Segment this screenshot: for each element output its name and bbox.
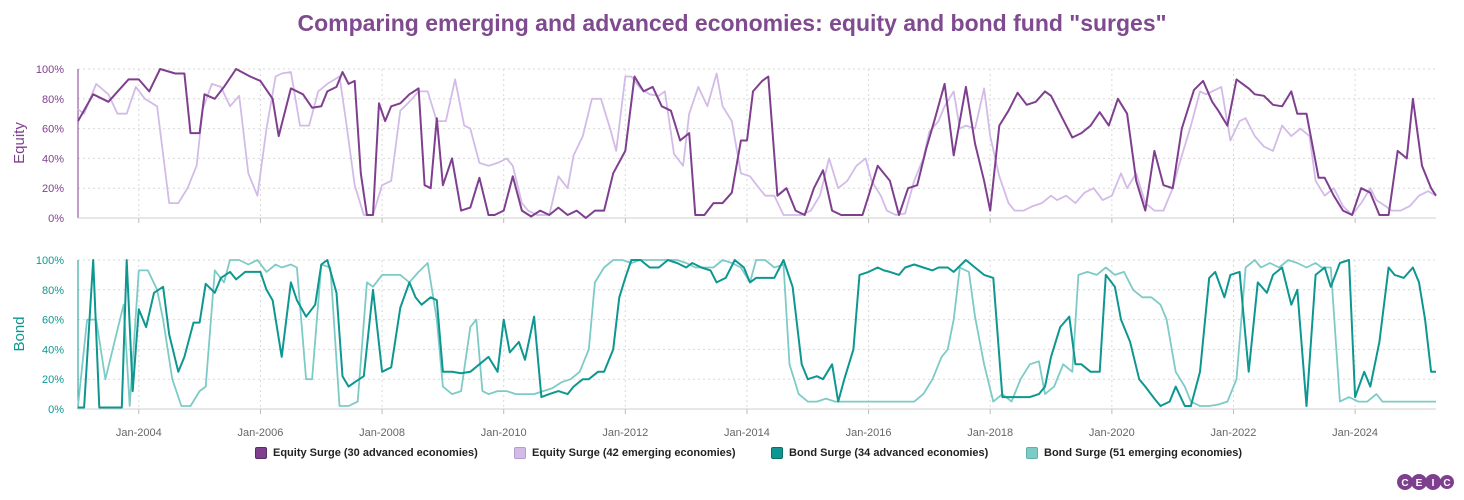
y-tick-label: 100%	[36, 64, 64, 76]
x-tick-label: Jan-2022	[1211, 427, 1257, 439]
y-axis-label: Bond	[11, 316, 28, 351]
series-line-emerging	[77, 71, 1437, 216]
chart-title: Comparing emerging and advanced economie…	[297, 10, 1167, 36]
x-tick-label: Jan-2012	[602, 427, 648, 439]
x-tick-label: Jan-2020	[1089, 427, 1135, 439]
logo-letter: E	[1416, 478, 1423, 489]
legend-swatch-equity-advanced	[255, 447, 267, 459]
logo-letter: C	[1443, 478, 1450, 489]
x-tick-label: Jan-2008	[359, 427, 405, 439]
y-tick-label: 20%	[42, 183, 64, 195]
legend-item-bond-advanced[interactable]: Bond Surge (34 advanced economies)	[771, 447, 988, 459]
x-tick-label: Jan-2016	[846, 427, 892, 439]
legend-swatch-bond-advanced	[771, 447, 783, 459]
series-line-advanced	[78, 259, 1436, 409]
x-tick-label: Jan-2024	[1332, 427, 1378, 439]
y-tick-label: 80%	[42, 285, 64, 297]
legend-label-equity-emerging: Equity Surge (42 emerging economies)	[532, 447, 736, 459]
x-tick-label: Jan-2014	[724, 427, 770, 439]
legend-swatch-equity-emerging	[514, 447, 526, 459]
legend-item-equity-emerging[interactable]: Equity Surge (42 emerging economies)	[514, 447, 736, 459]
x-tick-label: Jan-2004	[116, 427, 162, 439]
y-tick-label: 100%	[36, 255, 64, 267]
logo-letter: C	[1401, 478, 1408, 489]
x-tick-label: Jan-2006	[238, 427, 284, 439]
series-line-advanced	[77, 68, 1437, 219]
legend-item-equity-advanced[interactable]: Equity Surge (30 advanced economies)	[255, 447, 478, 459]
legend-label-equity-advanced: Equity Surge (30 advanced economies)	[273, 447, 478, 459]
y-tick-label: 80%	[42, 94, 64, 106]
logo-letter: I	[1432, 478, 1435, 489]
y-tick-label: 0%	[48, 213, 64, 225]
x-tick-label: Jan-2018	[967, 427, 1013, 439]
y-tick-label: 60%	[42, 124, 64, 136]
legend: Equity Surge (30 advanced economies) Equ…	[0, 447, 1464, 465]
series-line-emerging	[77, 259, 1436, 407]
chart-canvas: 0% 20% 40% 60% 80% 100% Equity 0% 20% 40% 60% 80% 10…	[11, 64, 1437, 439]
legend-label-bond-advanced: Bond Surge (34 advanced economies)	[789, 447, 989, 459]
legend-swatch-bond-emerging	[1026, 447, 1038, 459]
legend-item-bond-emerging[interactable]: Bond Surge (51 emerging economies)	[1026, 447, 1242, 459]
y-tick-label: 60%	[42, 315, 64, 327]
y-tick-label: 40%	[42, 344, 64, 356]
ceic-logo: C E I C	[1397, 474, 1454, 490]
y-tick-label: 40%	[42, 153, 64, 165]
y-tick-label: 20%	[42, 374, 64, 386]
legend-label-bond-emerging: Bond Surge (51 emerging economies)	[1044, 447, 1243, 459]
y-axis-label: Equity	[11, 122, 28, 164]
y-tick-label: 0%	[48, 404, 64, 416]
x-tick-label: Jan-2010	[481, 427, 527, 439]
